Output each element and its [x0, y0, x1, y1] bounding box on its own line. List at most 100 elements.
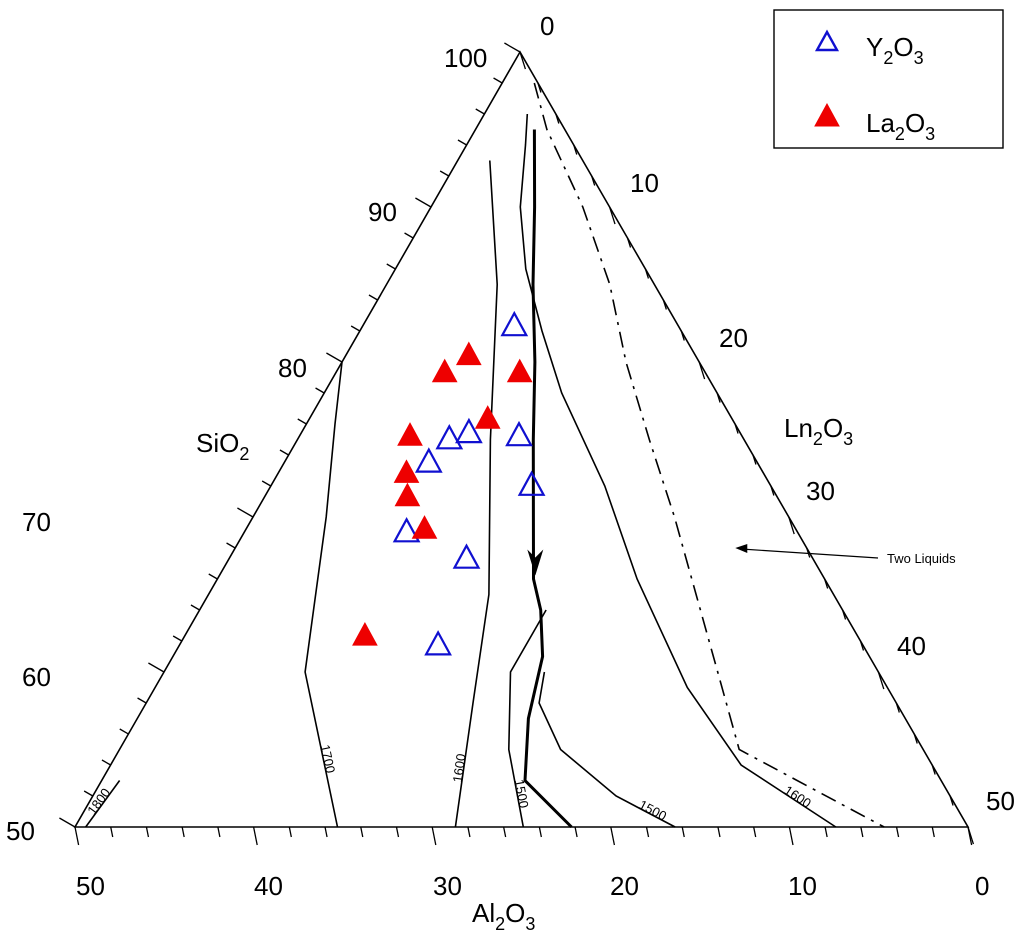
boundary-curve-0 [523, 129, 573, 829]
annotation-arrow-line [741, 548, 879, 559]
bottom-tick [288, 826, 292, 838]
la2o3-point-4 [397, 422, 423, 446]
bottom-tick [538, 826, 542, 838]
right-tick [877, 671, 885, 690]
right-tick [967, 826, 975, 845]
right-tick [770, 485, 775, 496]
right-tick [859, 640, 865, 651]
isotherm-label-1700: 1700 [318, 743, 339, 774]
bottom-tick [395, 826, 400, 838]
left-tick [404, 232, 414, 239]
right-tick [662, 299, 667, 310]
right-tick [806, 547, 811, 558]
isotherm-label-1800: 1800 [84, 785, 113, 817]
la2o3-point-8 [352, 622, 378, 646]
left-tick [172, 635, 183, 642]
right-tick [824, 578, 829, 589]
legend-marker-y2o3 [814, 29, 840, 52]
right-tick [841, 609, 847, 620]
isotherm-label-1600: 1600 [782, 782, 814, 810]
legend-label-la2o3: La2O3 [866, 108, 935, 144]
left-tick [457, 139, 467, 146]
right-tick [573, 144, 578, 155]
left-tick [119, 728, 129, 735]
left-tick [208, 573, 218, 580]
right-tick-label-10: 10 [630, 168, 659, 198]
bottom-tick [753, 826, 757, 838]
left-tick [504, 42, 521, 53]
legend-label-y2o3: Y2O3 [866, 32, 924, 68]
isotherm-1600-5 [519, 113, 837, 828]
left-tick [83, 790, 94, 797]
bottom-tick [895, 826, 900, 838]
left-tick [279, 449, 289, 456]
isotherm-1800-0 [85, 780, 121, 828]
right-tick [644, 268, 650, 279]
y2o3-point-3 [435, 424, 464, 450]
la2o3-point-0 [455, 341, 482, 366]
isotherm-label-1500: 1500 [636, 797, 669, 824]
right-tick [913, 733, 918, 744]
right-tick [788, 516, 795, 535]
two-liquids-curve [533, 82, 885, 828]
isotherm-1500-3 [507, 609, 547, 828]
bottom-tick [931, 826, 935, 838]
bottom-tick [681, 826, 685, 838]
right-tick-label-0: 0 [540, 11, 554, 41]
isotherm-1500-4 [538, 671, 676, 828]
bottom-tick [110, 826, 114, 838]
bottom-tick [181, 826, 185, 838]
left-tick-label-50: 50 [6, 816, 35, 846]
data-points [352, 310, 546, 656]
left-tick [439, 170, 450, 177]
right-tick [608, 206, 616, 225]
isotherm-label-1500: 1500 [512, 778, 532, 809]
ternary-frame [73, 50, 970, 828]
bottom-tick [610, 826, 616, 846]
bottom-tick [467, 826, 471, 838]
bottom-tick [503, 826, 507, 838]
la2o3-point-7 [411, 515, 438, 539]
bottom-tick [574, 826, 578, 838]
left-tick [297, 418, 307, 425]
y2o3-point-6 [392, 517, 421, 543]
bottom-tick [788, 826, 794, 846]
la2o3-point-5 [393, 459, 420, 483]
annotation-two-liquids: Two Liquids [735, 544, 956, 566]
la2o3-point-6 [394, 482, 421, 507]
left-tick [190, 604, 200, 611]
la2o3-point-1 [431, 358, 458, 383]
left-tick-label-60: 60 [22, 662, 51, 692]
left-tick [368, 294, 378, 301]
bottom-tick [360, 826, 364, 838]
bottom-tick-label-10: 10 [788, 871, 817, 901]
right-tick [698, 361, 706, 380]
left-tick-label-80: 80 [278, 353, 307, 383]
bottom-tick [324, 826, 328, 838]
right-tick [555, 113, 560, 124]
left-tick [386, 263, 396, 270]
bottom-axis-title: Al2O3 [472, 898, 535, 934]
phase-curves: 1800 1700 1600 1500 1500 1600 [84, 82, 885, 829]
bottom-tick-label-50: 50 [76, 871, 105, 901]
right-tick-label-40: 40 [897, 631, 926, 661]
bottom-tick-label-40: 40 [254, 871, 283, 901]
axis-labels: 50 60 70 80 90 100 50 40 30 20 10 0 0 10… [6, 11, 1015, 934]
left-tick [59, 817, 76, 828]
left-tick [315, 387, 325, 394]
right-tick-label-50: 50 [986, 786, 1015, 816]
left-tick [350, 325, 361, 332]
legend-box [773, 9, 1004, 149]
la2o3-point-2 [506, 358, 533, 383]
left-tick-label-100: 100 [444, 43, 487, 73]
right-tick [931, 764, 936, 775]
right-tick-label-20: 20 [719, 323, 748, 353]
right-tick-label-30: 30 [806, 476, 835, 506]
left-tick [226, 542, 236, 549]
bottom-tick [431, 826, 437, 846]
left-tick [415, 197, 432, 208]
left-tick [493, 77, 503, 84]
bottom-tick [145, 826, 150, 838]
bottom-tick [824, 826, 828, 838]
y2o3-point-8 [424, 630, 452, 656]
